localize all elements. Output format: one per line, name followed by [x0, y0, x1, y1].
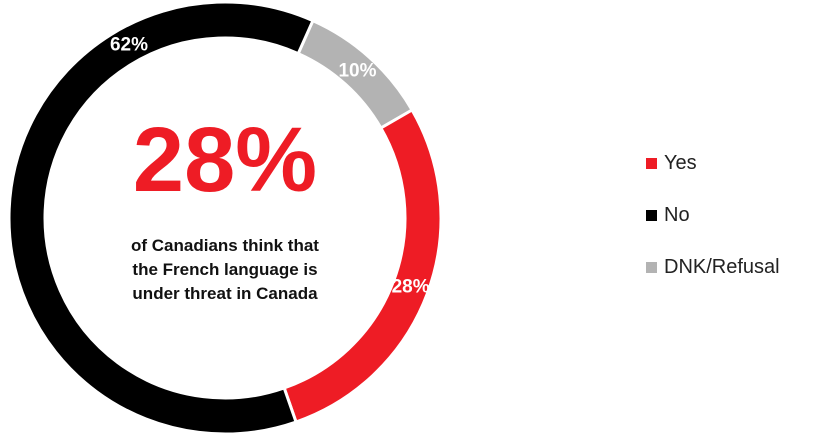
legend-item-yes: Yes — [646, 150, 780, 177]
center-caption-line: of Canadians think that — [131, 236, 319, 255]
legend-label-yes: Yes — [664, 152, 697, 174]
donut-slice-labels: 10% 28% 62% — [110, 34, 430, 297]
center-caption: of Canadians think that the French langu… — [90, 234, 360, 306]
center-caption-line: under threat in Canada — [132, 284, 318, 303]
legend-label-dnk-refusal: DNK/Refusal — [664, 256, 780, 278]
center-caption-line: the French language is — [132, 260, 318, 279]
slice-label-dnk-refusal: 10% — [338, 60, 376, 81]
center-headline: 28% — [132, 109, 318, 211]
donut-segment-no — [7, 0, 315, 436]
donut-segments — [7, 0, 443, 436]
slice-label-yes: 28% — [392, 277, 430, 298]
legend-item-no: No — [646, 202, 780, 229]
legend-swatch-yes — [646, 158, 657, 169]
legend-item-dnk-refusal: DNK/Refusal — [646, 254, 780, 281]
legend-label-no: No — [664, 204, 690, 226]
legend-swatch-no — [646, 210, 657, 221]
slice-label-no: 62% — [110, 34, 148, 55]
legend-swatch-dnk-refusal — [646, 262, 657, 273]
legend: Yes No DNK/Refusal — [646, 150, 780, 281]
